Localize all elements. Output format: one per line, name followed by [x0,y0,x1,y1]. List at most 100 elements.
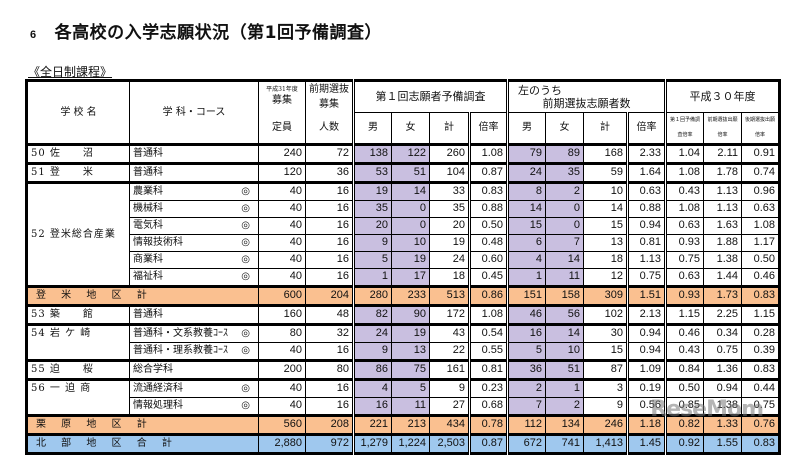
cell-em: 6 [506,233,546,252]
course-name: 電気科 ◎ [129,216,259,235]
cell-p1: 0.63 [664,216,704,235]
cell-er: 0.63 [626,180,666,201]
cell-r: 0.50 [468,216,508,235]
subtotal-label: 栗 原 地 区 計 [26,413,259,435]
school-name: 53 築 館 [26,303,130,325]
cell-p2: 1.63 [703,216,742,235]
cell-early: 72 [305,142,354,164]
course-label: 農業科 [133,186,163,197]
cell-r: 0.54 [468,322,508,343]
cell-f: 14 [391,180,430,201]
cell-f: 233 [391,284,430,306]
cell-ef: 134 [545,413,584,435]
cell-t: 513 [429,284,470,306]
table-row: 51 登 米普通科 120 36 53 51 104 0.87 24 35 59 1.64 1.08 1… [26,161,780,183]
subtotal-label: 登 米 地 区 計 [26,284,259,306]
cell-p1: 1.04 [664,142,704,164]
table-row: 機械科 ◎ 40 16 35 0 35 0.88 14 0 14 0.88 1.08 1.13 0.63 [27,199,780,218]
cell-early: 16 [305,341,354,361]
cell-m: 1 [352,267,392,287]
header-female: 女 [391,111,430,145]
cell-et: 12 [583,267,628,287]
cell-p1: 0.46 [664,322,704,343]
cell-p3: 0.83 [741,432,780,454]
cell-early: 16 [305,250,354,269]
cell-p3: 0.96 [741,180,780,201]
cell-early: 16 [305,199,354,218]
cell-cap: 40 [258,233,306,252]
cell-et: 10 [583,180,628,201]
cell-et: 309 [583,284,628,306]
table-row: 情報技術科 ◎ 40 16 9 10 19 0.48 6 7 13 0.81 0.93 1.88 1.17 [27,233,780,252]
course-label: 情報処理科 [133,400,183,411]
cell-p2: 1.55 [703,432,742,454]
cell-er: 0.94 [626,341,666,361]
course-label: 普通科・理系教養ｺｰｽ [133,345,228,356]
course-name: 流通経済科 ◎ [129,377,259,398]
cell-m: 82 [352,303,392,325]
table-row: 商業科 ◎ 40 16 5 19 24 0.60 4 14 18 1.13 0.75 1.38 0.50 [27,250,780,269]
cell-f: 19 [391,250,430,269]
cell-cap: 560 [258,413,306,435]
cell-er: 0.94 [626,216,666,235]
cell-cap: 120 [258,161,306,183]
school-name: 56 一 迫 商 [26,377,130,416]
cell-er: 2.33 [626,142,666,164]
course-label: 流通経済科 [133,383,183,394]
cell-p2: 1.36 [703,358,742,380]
cell-m: 24 [352,322,392,343]
cell-cap: 40 [258,341,306,361]
cell-cap: 40 [258,199,306,218]
cell-er: 2.13 [626,303,666,325]
cell-p2: 2.25 [703,303,742,325]
cell-em: 8 [506,180,546,201]
cell-em: 36 [506,358,546,380]
cell-f: 0 [391,199,430,218]
cell-early: 208 [305,413,354,435]
cell-em: 112 [506,413,546,435]
course-type-label: 《全日制課程》 [28,65,113,79]
title-text: 各高校の入学志願状況（第1回予備調査） [54,23,382,43]
header-course: 学 科・コース [129,80,259,145]
cell-cap: 2,880 [258,432,306,454]
cell-r: 0.87 [468,432,508,454]
cell-p2: 1.13 [703,180,742,201]
cell-em: 5 [506,341,546,361]
table-row: 54 岩 ケ 崎普通科・文系教養ｺｰｽ ◎ 80 32 24 19 43 0.54 16 14 30… [26,322,780,361]
cell-f: 90 [391,303,430,325]
course-label: 総合学科 [133,364,173,375]
cell-cap: 40 [258,377,306,398]
cell-p3: 0.74 [741,161,780,183]
double-circle-mark-icon: ◎ [241,253,250,265]
cell-em: 79 [506,142,546,164]
cell-ef: 0 [545,199,584,218]
cell-t: 43 [429,322,470,343]
cell-r: 1.08 [468,303,508,325]
cell-f: 75 [391,358,430,380]
cell-em: 7 [506,396,546,416]
double-circle-mark-icon: ◎ [241,327,250,339]
cell-m: 5 [352,250,392,269]
header-early-group: 左のうち 前期選抜志願者数 [506,80,666,113]
cell-r: 0.60 [468,250,508,269]
cell-et: 1,413 [583,432,628,454]
cell-t: 19 [429,233,470,252]
cell-p1: 0.43 [664,180,704,201]
school-name: 50 佐 沼 [26,142,130,164]
cell-p1: 1.08 [664,199,704,218]
header-prev-early-ratio: 前期選抜出願倍率 [703,111,742,145]
cell-p2: 1.44 [703,267,742,287]
course-label: 電気科 [133,220,163,231]
header-row-1: 学 校 名 学 科・コース 平成31年度 募集 前期選抜 募集 第１回志願者予備調査… [26,80,780,145]
cell-ef: 14 [545,250,584,269]
double-circle-mark-icon: ◎ [241,399,250,411]
cell-p2: 1.78 [703,161,742,183]
cell-ef: 7 [545,233,584,252]
cell-p1: 0.63 [664,267,704,287]
school-name: 51 登 米 [26,161,130,183]
header-early-total: 計 [583,111,628,145]
cell-er: 0.88 [626,199,666,218]
cell-em: 2 [506,377,546,398]
cell-cap: 40 [258,216,306,235]
cell-cap: 160 [258,303,306,325]
